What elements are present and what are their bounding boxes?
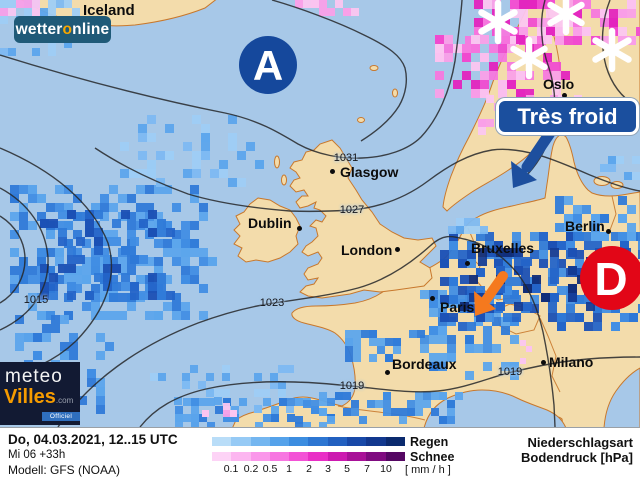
wetteronline-logo-part1: wetter (15, 20, 63, 38)
legend-tick: 2 (306, 463, 312, 475)
isobar-label-1023: 1023 (259, 297, 285, 309)
isobar-label-1015: 1015 (23, 294, 49, 306)
annotation-arrows (474, 127, 556, 316)
legend-tick: 10 (380, 463, 392, 475)
model-name: Modell: GFS (NOAA) (8, 463, 121, 477)
legend-tick: 1 (286, 463, 292, 475)
isobar-label-1031: 1031 (333, 152, 359, 164)
rain-color-scale (212, 437, 405, 446)
cold-callout-text: Très froid (517, 103, 618, 129)
land-ireland (233, 197, 301, 263)
meteovilles-officiel-badge: Officiel (42, 412, 80, 421)
city-label-glasgow: Glasgow (340, 164, 399, 180)
pressure-field-label: Bodendruck [hPa] (521, 450, 633, 465)
city-dot (606, 229, 611, 234)
country-label-iceland: Iceland (83, 2, 135, 19)
city-label-bruxelles: Bruxelles (471, 240, 535, 256)
snow-color-scale (212, 452, 405, 461)
city-dot (430, 296, 435, 301)
high-pressure-circle (239, 36, 297, 94)
city-label-paris: Paris (440, 299, 475, 315)
city-dot (385, 370, 390, 375)
city-label-oslo: Oslo (543, 76, 575, 92)
valid-datetime: Do, 04.03.2021, 12..15 UTC (8, 432, 178, 447)
meteovilles-logo-bottom: Villes.com (4, 386, 74, 408)
wetteronline-logo[interactable]: wetter o nline (14, 16, 111, 43)
snow-label: Schnee (410, 450, 455, 464)
snowflake-icon (478, 0, 518, 45)
meteovilles-logo[interactable]: meteo Villes.com Officiel (0, 362, 80, 425)
legend-tick: 3 (325, 463, 331, 475)
snowflake-icon (547, 0, 585, 36)
cold-air-arrowhead-icon (511, 161, 537, 188)
land-island (369, 65, 379, 71)
city-label-milano: Milano (549, 354, 594, 370)
isobar-label-1019-west: 1019 (339, 380, 365, 392)
rain-band-arrowhead-icon (474, 291, 496, 316)
rain-label: Regen (410, 435, 449, 449)
snowflake-icon (592, 27, 632, 73)
land-island (274, 155, 280, 169)
wetteronline-logo-part2: nline (72, 20, 110, 38)
legend-tick-row: 0.1 0.2 0.5 1 2 3 5 7 10 (212, 463, 405, 475)
legend-tick: 0.1 (223, 463, 239, 475)
land-britain (289, 139, 437, 299)
city-dot (562, 93, 567, 98)
cold-air-arrow-icon (521, 127, 556, 173)
land-island (357, 117, 365, 123)
high-pressure-letter: A (253, 42, 283, 89)
legend-tick: 0.2 (243, 463, 259, 475)
low-pressure-circle (580, 246, 640, 310)
legend-tick: 7 (364, 463, 370, 475)
city-label-dublin: Dublin (248, 215, 292, 231)
city-label-london: London (341, 242, 393, 258)
isobar-label-1019-east: 1019 (497, 366, 523, 378)
pressure-symbols: A D (239, 36, 640, 310)
wetteronline-logo-accent: o (62, 20, 73, 38)
city-dot (297, 226, 302, 231)
land-island (281, 174, 287, 186)
city-dot (541, 360, 546, 365)
cold-callout-badge: Très froid (496, 98, 639, 135)
snowflake-icon (510, 36, 548, 80)
legend-tick: 5 (344, 463, 350, 475)
isobar-label-1027: 1027 (339, 204, 365, 216)
legend-unit: [ mm / h ] (405, 464, 451, 476)
model-run: Mi 06 +33h (8, 449, 66, 461)
rain-band-arrow-icon (481, 271, 508, 305)
info-bar: Do, 04.03.2021, 12..15 UTC Mi 06 +33h Mo… (0, 427, 640, 478)
precip-type-label: Niederschlagsart (527, 435, 634, 450)
land-island (392, 88, 398, 98)
city-label-berlin: Berlin (565, 218, 605, 234)
city-label-bordeaux: Bordeaux (392, 356, 457, 372)
city-dot (465, 261, 470, 266)
legend-tick: 0.5 (262, 463, 278, 475)
city-dot (395, 247, 400, 252)
snowflake-icons (478, 0, 632, 80)
meteovilles-logo-tld: .com (55, 396, 74, 405)
low-pressure-letter: D (594, 253, 627, 305)
city-dot (330, 169, 335, 174)
sea-adriatic (603, 367, 640, 427)
meteovilles-logo-top: meteo (5, 366, 63, 387)
